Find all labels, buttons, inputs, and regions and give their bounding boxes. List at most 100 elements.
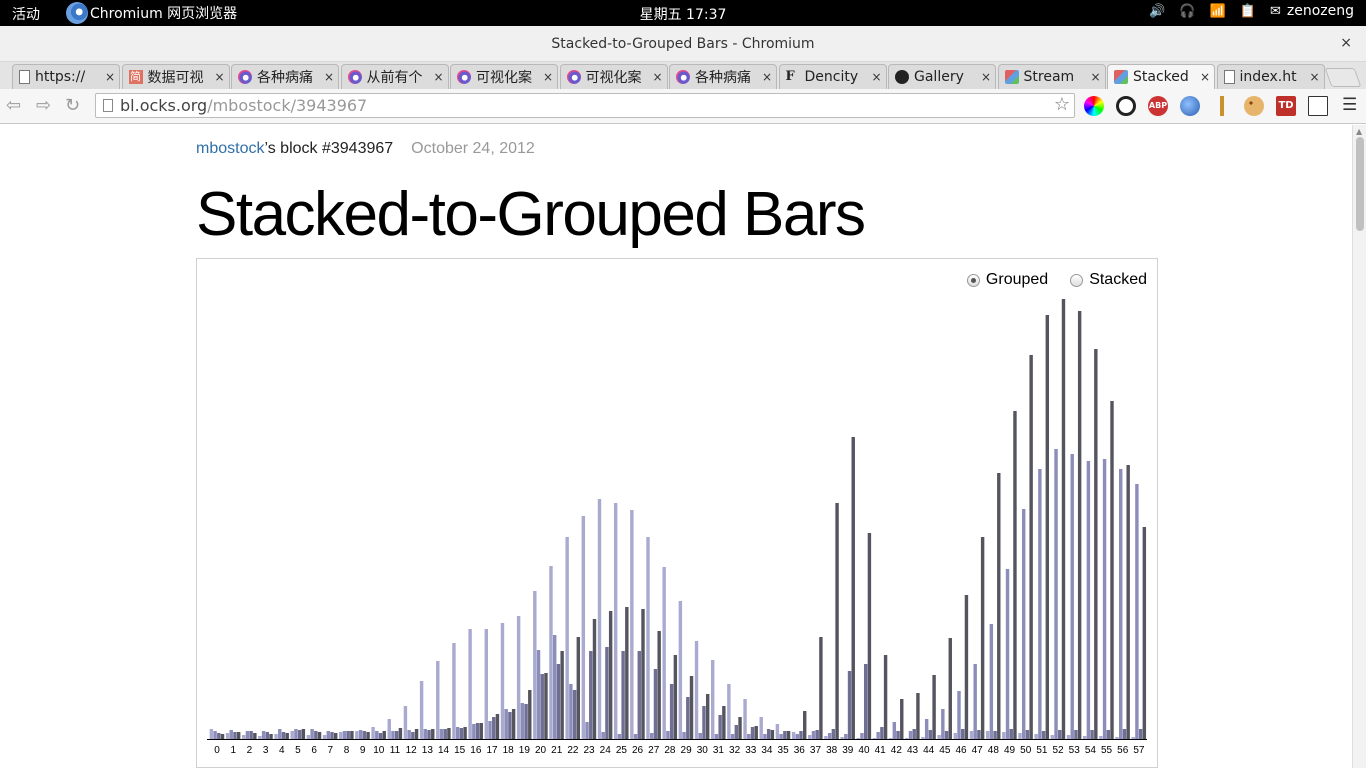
tab-close-icon[interactable]: × <box>980 70 992 84</box>
bar-series-0-cat-10 <box>371 727 375 739</box>
adblock-icon[interactable]: ABP <box>1148 96 1168 116</box>
activities-button[interactable]: 活动 <box>12 7 40 23</box>
browser-tab[interactable]: 各种病痛 × <box>231 64 339 89</box>
grouped-radio[interactable] <box>966 273 980 287</box>
browser-tab[interactable]: Stream × <box>997 64 1106 89</box>
browser-tab[interactable]: https:// × <box>12 64 120 89</box>
forward-button[interactable]: ⇨ <box>36 95 52 116</box>
browser-tab[interactable]: index.ht × <box>1216 64 1325 89</box>
byline: mbostock’s block #3943967 October 24, 201… <box>196 140 535 158</box>
globe-icon[interactable] <box>1180 96 1200 116</box>
tools-icon[interactable] <box>1212 96 1232 116</box>
browser-tab[interactable]: Gallery × <box>888 64 996 89</box>
bar-series-2-cat-33 <box>750 727 755 739</box>
tab-close-icon[interactable]: × <box>433 70 444 84</box>
back-button[interactable]: ⇦ <box>6 95 22 116</box>
tab-close-icon[interactable]: × <box>652 70 663 84</box>
todo-extension-icon[interactable]: TD <box>1276 96 1296 116</box>
volume-icon[interactable]: 🔊 <box>1149 3 1166 19</box>
bar-series-1-cat-29 <box>682 732 686 739</box>
bar-series-2-cat-45 <box>944 731 949 739</box>
browser-tab[interactable]: 从前有个 × <box>340 64 449 89</box>
chat-icon[interactable]: ✉ <box>1269 3 1281 19</box>
tab-label: 各种病痛 <box>695 70 751 86</box>
bar-series-1-cat-42 <box>892 722 897 739</box>
bar-series-3-cat-0 <box>220 734 225 739</box>
tab-label: 可视化案 <box>476 70 532 86</box>
tab-close-icon[interactable]: × <box>323 70 335 84</box>
swirl-icon <box>347 70 362 84</box>
color-picker-icon[interactable] <box>1084 96 1104 116</box>
menu-icon[interactable]: ☰ <box>1342 95 1358 115</box>
tab-close-icon[interactable]: × <box>214 70 225 84</box>
headphones-icon[interactable]: 🎧 <box>1179 3 1196 19</box>
bar-series-2-cat-19 <box>524 704 528 739</box>
browser-tab[interactable]: Stacked × <box>1107 64 1215 89</box>
bar-series-0-cat-43 <box>905 738 909 739</box>
browser-tab[interactable]: 可视化案 × <box>450 64 558 89</box>
user-menu[interactable]: zenozeng <box>1286 3 1354 19</box>
bar-series-0-cat-1 <box>225 733 230 739</box>
extension-clock-icon[interactable] <box>1116 96 1136 116</box>
scrollbar-thumb[interactable] <box>1356 137 1364 231</box>
bar-series-0-cat-0 <box>209 729 214 739</box>
bar-series-0-cat-16 <box>468 629 472 739</box>
bar-series-3-cat-7 <box>334 733 338 739</box>
bar-series-3-cat-26 <box>641 609 645 739</box>
app-menu[interactable]: Chromium 网页浏览器 <box>66 2 237 24</box>
tab-close-icon[interactable]: × <box>761 70 773 84</box>
bar-series-2-cat-9 <box>362 731 367 739</box>
tab-label: index.ht <box>1239 69 1297 85</box>
stacked-label[interactable]: Stacked <box>1089 271 1147 288</box>
bar-series-3-cat-4 <box>285 733 289 739</box>
clipboard-icon[interactable]: 📋 <box>1239 3 1256 19</box>
bar-series-0-cat-38 <box>824 736 828 739</box>
x-tick-label: 50 <box>1020 745 1032 756</box>
stacked-radio[interactable] <box>1070 273 1084 287</box>
window-close-button[interactable]: × <box>1340 35 1352 51</box>
bar-series-3-cat-32 <box>738 717 742 739</box>
vertical-scrollbar[interactable]: ▲ <box>1352 125 1366 768</box>
window-title: Stacked-to-Grouped Bars - Chromium <box>551 36 815 52</box>
bar-series-1-cat-5 <box>294 729 298 739</box>
status-tray: 🔊 🎧 📶 📋 ✉ zenozeng <box>1149 3 1354 19</box>
grouped-label[interactable]: Grouped <box>985 271 1049 288</box>
chart-extension-icon[interactable] <box>1308 96 1328 116</box>
bar-series-1-cat-23 <box>585 722 589 739</box>
bar-series-2-cat-34 <box>766 729 771 739</box>
cookie-icon[interactable] <box>1244 96 1264 116</box>
browser-tab[interactable]: 简数据可视 × <box>121 64 230 89</box>
x-tick-label: 29 <box>681 745 693 756</box>
browser-tab[interactable]: F Dencity × <box>778 64 887 89</box>
bookmark-star-icon[interactable]: ☆ <box>1053 94 1070 115</box>
tab-label: Stacked <box>1133 69 1189 85</box>
bar-series-2-cat-22 <box>572 690 577 739</box>
browser-tab[interactable]: 可视化案 × <box>559 64 668 89</box>
wifi-icon[interactable]: 📶 <box>1209 3 1226 19</box>
reload-button[interactable]: ↻ <box>65 95 81 116</box>
tab-close-icon[interactable]: × <box>542 70 554 84</box>
tab-close-icon[interactable]: × <box>871 70 882 84</box>
tab-strip: https:// × 简数据可视 × 各种病痛 × 从前有个 × 可视化案 × 可视化案 × 各种病痛 ×… <box>0 62 1366 89</box>
bar-series-1-cat-7 <box>326 731 330 739</box>
bar-series-2-cat-48 <box>993 731 997 739</box>
jian-icon: 简 <box>128 70 143 84</box>
browser-tab[interactable]: 各种病痛 × <box>669 64 777 89</box>
x-tick-label: 40 <box>858 745 870 756</box>
tab-close-icon[interactable]: × <box>1309 70 1320 84</box>
tab-close-icon[interactable]: × <box>1090 70 1101 84</box>
address-bar[interactable]: bl.ocks.org/mbostock/3943967 ☆ <box>95 93 1075 118</box>
bar-series-2-cat-2 <box>249 731 253 739</box>
bar-series-1-cat-16 <box>472 724 476 739</box>
scroll-up-arrow-icon[interactable]: ▲ <box>1356 127 1363 136</box>
new-tab-button[interactable] <box>1324 68 1362 87</box>
author-link[interactable]: mbostock <box>196 140 265 157</box>
bar-series-2-cat-40 <box>863 664 868 739</box>
tab-close-icon[interactable]: × <box>1199 70 1211 84</box>
tab-close-icon[interactable]: × <box>104 70 116 84</box>
x-tick-label: 30 <box>697 745 709 756</box>
x-tick-label: 2 <box>247 745 253 756</box>
bar-series-0-cat-6 <box>306 735 311 739</box>
bar-series-2-cat-26 <box>637 651 641 739</box>
bar-series-1-cat-25 <box>617 734 622 739</box>
